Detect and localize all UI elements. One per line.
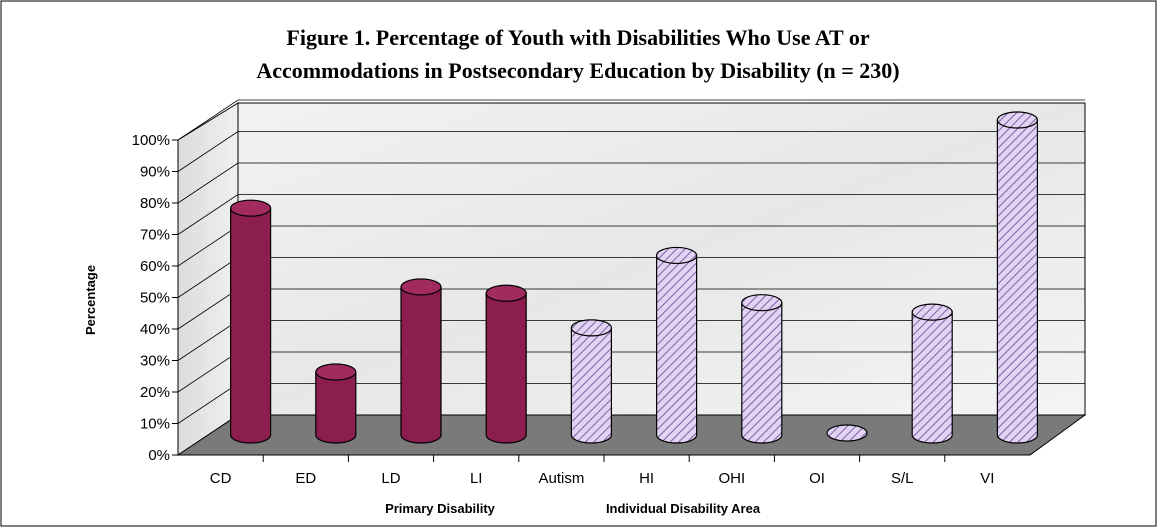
y-tick-label: 40%: [140, 321, 170, 338]
bar-li: [485, 284, 527, 444]
y-tick-label: 0%: [148, 447, 170, 464]
x-category-label: OHI: [718, 470, 745, 487]
y-axis-title: Percentage: [83, 265, 98, 335]
y-tick-label: 90%: [140, 164, 170, 181]
chart-title-line2: Accommodations in Postsecondary Educatio…: [256, 58, 899, 83]
x-category-label: LI: [470, 470, 483, 487]
y-tick-label: 100%: [132, 132, 170, 149]
x-category-label: HI: [639, 470, 654, 487]
x-category-label: VI: [980, 470, 994, 487]
x-axis-categories: CD ED LD LI Autism HI OHI OI S/L VI: [210, 455, 994, 487]
group-label-individual: Individual Disability Area: [606, 501, 761, 516]
x-category-label: S/L: [891, 470, 914, 487]
y-tick-label: 10%: [140, 416, 170, 433]
gridline: [177, 194, 1085, 235]
x-category-label: Autism: [538, 470, 584, 487]
side-wall: [177, 102, 239, 456]
x-category-label: OI: [809, 470, 825, 487]
bar-hi: [655, 246, 698, 444]
bar-vi: [996, 111, 1039, 444]
gridline: [177, 131, 1085, 172]
y-tick-label: 70%: [140, 227, 170, 244]
bar-oi: [826, 424, 868, 442]
bar-autism: [570, 319, 613, 444]
bar-ohi: [741, 294, 783, 444]
gridline: [177, 162, 1085, 204]
chart-title-line1: Figure 1. Percentage of Youth with Disab…: [286, 25, 869, 50]
y-tick-label: 50%: [140, 290, 170, 307]
y-tick-label: 30%: [140, 353, 170, 370]
bar-ed: [315, 363, 357, 444]
gridline: [177, 99, 1085, 141]
bar-ld: [400, 278, 442, 444]
y-tick-label: 20%: [140, 384, 170, 401]
bars: [230, 111, 1039, 444]
bar-s-l: [911, 303, 953, 444]
x-category-label: ED: [295, 470, 316, 487]
y-tick-label: 80%: [140, 195, 170, 212]
bar-cd: [230, 199, 272, 444]
y-tick-label: 60%: [140, 258, 170, 275]
group-label-primary: Primary Disability: [385, 501, 496, 516]
x-category-label: LD: [381, 470, 400, 487]
x-category-label: CD: [210, 470, 232, 487]
